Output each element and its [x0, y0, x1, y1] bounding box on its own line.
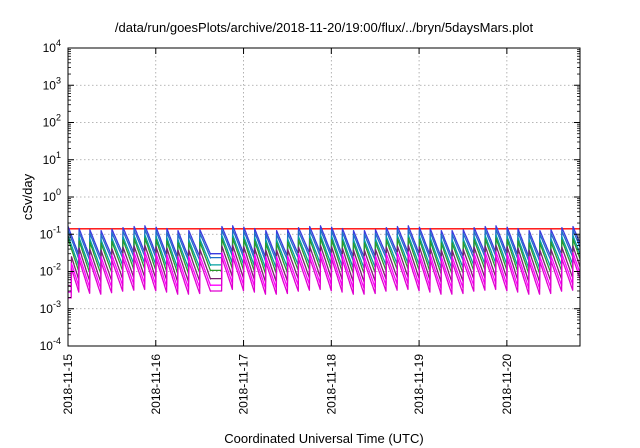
y-tick-label: 10-4	[40, 336, 61, 353]
series-line	[68, 244, 580, 287]
x-axis-label: Coordinated Universal Time (UTC)	[224, 431, 423, 446]
y-tick-label: 102	[43, 113, 61, 130]
ticks	[67, 47, 580, 347]
y-tick-label: 10-2	[40, 262, 61, 279]
y-tick-label: 103	[43, 75, 61, 92]
series-line	[68, 225, 580, 258]
grid	[68, 48, 580, 346]
y-tick-label: 101	[43, 150, 61, 167]
x-tick-label: 2018-11-16	[149, 354, 163, 415]
x-tick-label: 2018-11-17	[237, 354, 251, 415]
x-tick-labels: 2018-11-15 2018-11-16 2018-11-17 2018-11-18…	[61, 354, 514, 415]
y-axis-label: cSv/day	[20, 173, 35, 220]
y-tick-label: 10-1	[40, 224, 61, 241]
x-tick-label: 2018-11-20	[500, 354, 514, 415]
y-tick-label: 100	[43, 187, 61, 204]
series-group	[68, 225, 580, 299]
series-line	[68, 251, 580, 293]
series-line	[68, 228, 580, 262]
x-tick-label: 2018-11-18	[324, 354, 338, 415]
x-tick-label: 2018-11-15	[61, 354, 75, 415]
y-tick-label: 104	[43, 38, 61, 55]
y-tick-labels: 10-4 10-3 10-2 10-1 100 101 102 103 104	[40, 38, 61, 353]
chart-title: /data/run/goesPlots/archive/2018-11-20/1…	[115, 20, 534, 35]
series-line	[68, 256, 580, 299]
y-tick-label: 10-3	[40, 299, 61, 316]
series-line	[68, 234, 580, 269]
x-tick-label: 2018-11-19	[412, 354, 426, 415]
series-line	[68, 237, 580, 275]
